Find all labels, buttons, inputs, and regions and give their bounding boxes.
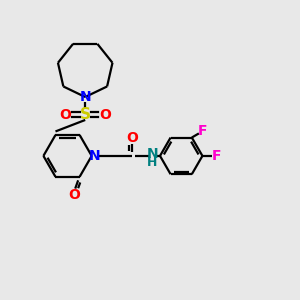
Text: S: S bbox=[80, 107, 91, 122]
Text: F: F bbox=[198, 124, 207, 138]
Text: N: N bbox=[89, 149, 100, 163]
Text: O: O bbox=[68, 188, 80, 202]
Text: O: O bbox=[126, 130, 138, 145]
Text: N: N bbox=[146, 147, 158, 161]
Text: O: O bbox=[59, 108, 71, 122]
Text: O: O bbox=[99, 108, 111, 122]
Text: H: H bbox=[147, 156, 158, 169]
Text: N: N bbox=[80, 90, 91, 104]
Text: F: F bbox=[212, 149, 221, 163]
